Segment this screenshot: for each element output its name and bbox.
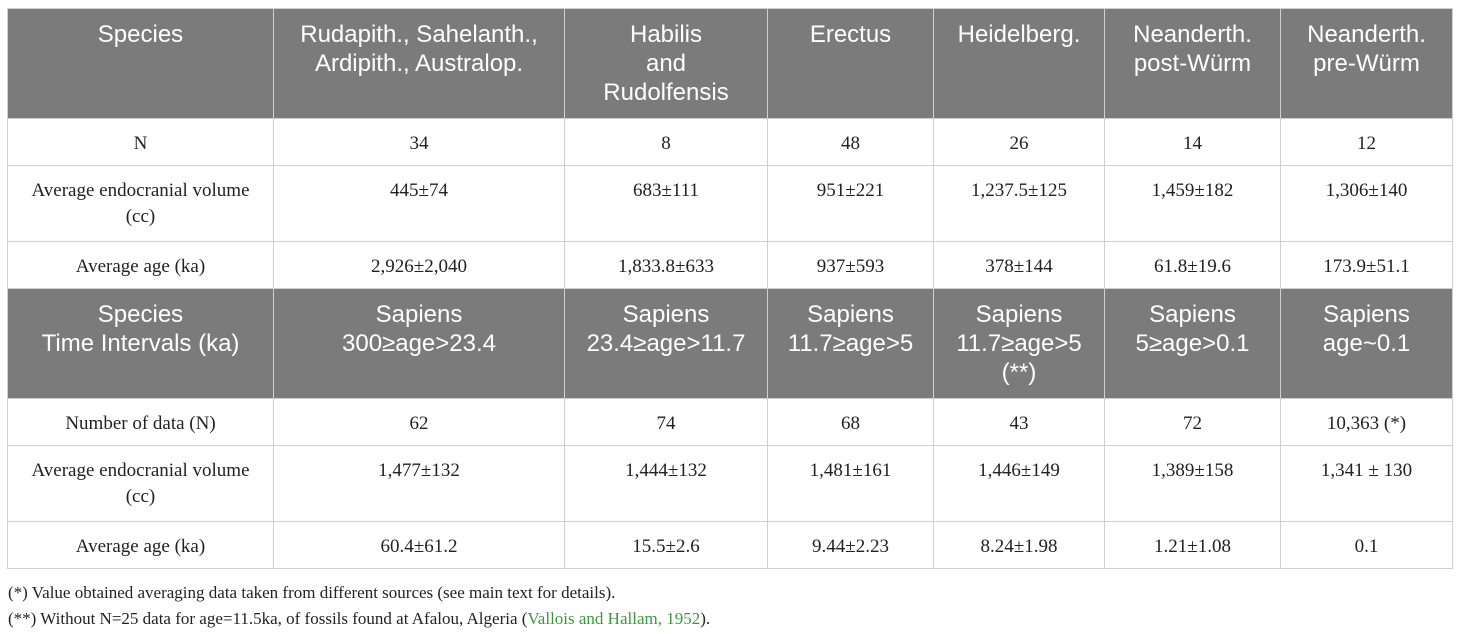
table-cell: 1,833.8±633 [564, 241, 768, 289]
table-cell: 445±74 [273, 165, 565, 242]
header-row-2: Species Time Intervals (ka) Sapiens 300≥… [7, 288, 1453, 399]
table-cell: 1,446±149 [933, 445, 1105, 522]
table-cell: 15.5±2.6 [564, 521, 768, 569]
table-cell: 1.21±1.08 [1104, 521, 1281, 569]
table-cell: 14 [1104, 118, 1281, 166]
table-cell: 34 [273, 118, 565, 166]
table-row: Average age (ka) 2,926±2,040 1,833.8±633… [7, 241, 1453, 289]
footnote-1: (*) Value obtained averaging data taken … [8, 583, 616, 602]
header-cell-erectus: Erectus [767, 8, 934, 119]
row-label: Number of data (N) [7, 398, 274, 446]
table-cell: 43 [933, 398, 1105, 446]
row-label: Average endocranial volume (cc) [7, 445, 274, 522]
table-cell: 1,237.5±125 [933, 165, 1105, 242]
header-cell-sapiens-300-23: Sapiens 300≥age>23.4 [273, 288, 565, 399]
header-cell-time-intervals: Species Time Intervals (ka) [7, 288, 274, 399]
header-cell-sapiens-5-0: Sapiens 5≥age>0.1 [1104, 288, 1281, 399]
table-cell: 26 [933, 118, 1105, 166]
table-cell: 951±221 [767, 165, 934, 242]
table-cell: 1,459±182 [1104, 165, 1281, 242]
header-cell-heidelberg: Heidelberg. [933, 8, 1105, 119]
header-cell-habilis: Habilis and Rudolfensis [564, 8, 768, 119]
header-cell-species: Species [7, 8, 274, 119]
footnote-2-text: (**) Without N=25 data for age=11.5ka, o… [8, 609, 528, 628]
table-row: Number of data (N) 62 74 68 43 72 10,363… [7, 398, 1453, 446]
table-row: N 34 8 48 26 14 12 [7, 118, 1453, 166]
header-row-1: Species Rudapith., Sahelanth., Ardipith.… [7, 8, 1453, 119]
table-cell: 72 [1104, 398, 1281, 446]
table-cell: 2,926±2,040 [273, 241, 565, 289]
table-cell: 683±111 [564, 165, 768, 242]
footnote-2-end: ). [700, 609, 711, 628]
table-cell: 12 [1280, 118, 1453, 166]
row-label: Average endocranial volume (cc) [7, 165, 274, 242]
footnotes: (*) Value obtained averaging data taken … [8, 580, 1448, 632]
table-cell: 1,341 ± 130 [1280, 445, 1453, 522]
row-label: Average age (ka) [7, 241, 274, 289]
table-cell: 61.8±19.6 [1104, 241, 1281, 289]
table-cell: 62 [273, 398, 565, 446]
table-cell: 8 [564, 118, 768, 166]
footnote-2: (**) Without N=25 data for age=11.5ka, o… [8, 606, 1448, 632]
table-cell: 1,444±132 [564, 445, 768, 522]
table-cell: 60.4±61.2 [273, 521, 565, 569]
row-label: Average age (ka) [7, 521, 274, 569]
table-cell: 1,477±132 [273, 445, 565, 522]
table-cell: 173.9±51.1 [1280, 241, 1453, 289]
header-cell-neanderthal-post-wurm: Neanderth. post-Würm [1104, 8, 1281, 119]
row-label: N [7, 118, 274, 166]
table-cell: 48 [767, 118, 934, 166]
citation-link[interactable]: Vallois and Hallam, 1952 [527, 609, 701, 628]
table-cell: 68 [767, 398, 934, 446]
table-cell: 0.1 [1280, 521, 1453, 569]
table-cell: 74 [564, 398, 768, 446]
header-cell-neanderthal-pre-wurm: Neanderth. pre-Würm [1280, 8, 1453, 119]
table-cell: 1,306±140 [1280, 165, 1453, 242]
table-cell: 1,389±158 [1104, 445, 1281, 522]
table-row: Average age (ka) 60.4±61.2 15.5±2.6 9.44… [7, 521, 1453, 569]
header-cell-australopiths: Rudapith., Sahelanth., Ardipith., Austra… [273, 8, 565, 119]
table-cell: 1,481±161 [767, 445, 934, 522]
table-cell: 937±593 [767, 241, 934, 289]
table-row: Average endocranial volume (cc) 445±74 6… [7, 165, 1453, 242]
table-cell: 378±144 [933, 241, 1105, 289]
table-row: Average endocranial volume (cc) 1,477±13… [7, 445, 1453, 522]
table-cell: 9.44±2.23 [767, 521, 934, 569]
header-cell-sapiens-11-5: Sapiens 11.7≥age>5 [767, 288, 934, 399]
header-cell-sapiens-0-1: Sapiens age~0.1 [1280, 288, 1453, 399]
table-cell: 10,363 (*) [1280, 398, 1453, 446]
data-table: Species Rudapith., Sahelanth., Ardipith.… [7, 8, 1453, 569]
table-cell: 8.24±1.98 [933, 521, 1105, 569]
header-cell-sapiens-11-5-starred: Sapiens 11.7≥age>5 (**) [933, 288, 1105, 399]
header-cell-sapiens-23-11: Sapiens 23.4≥age>11.7 [564, 288, 768, 399]
